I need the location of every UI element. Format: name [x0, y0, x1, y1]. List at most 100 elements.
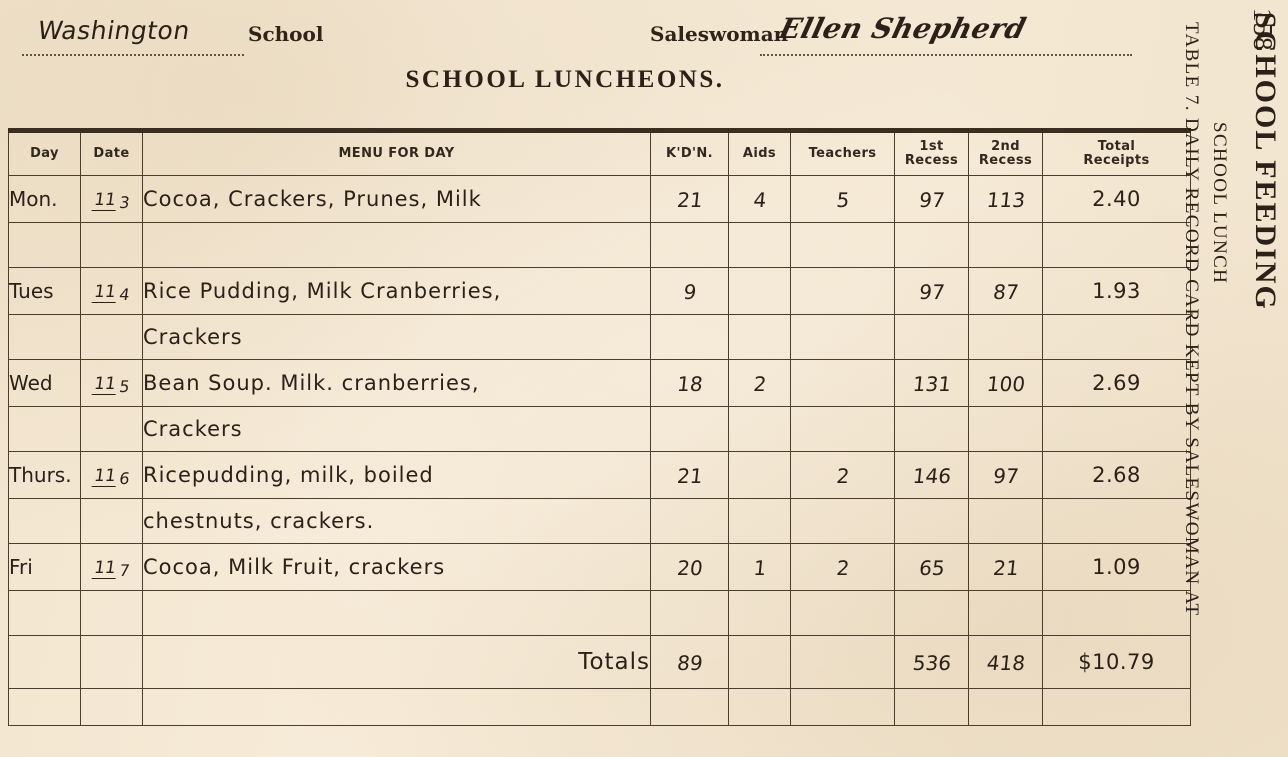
header-teachers: Teachers: [790, 128, 895, 176]
cell-kdn-cont: [650, 406, 729, 452]
cell-aids-cont: [728, 590, 791, 636]
cell-total-receipts: 2.40: [1042, 175, 1191, 223]
cell-teachers-cont: [790, 498, 895, 544]
table-row: Wed 115 Bean Soup. Milk. cranberries, 18…: [8, 359, 1191, 407]
table-row: Thurs. 116 Ricepudding, milk, boiled 21 …: [8, 451, 1191, 499]
date-fraction: 113: [91, 190, 132, 212]
totals-kdn: 89: [647, 635, 732, 689]
cell-teachers: 2: [788, 451, 897, 499]
totals-label: Totals: [142, 635, 651, 689]
cell-first-recess-cont: [894, 222, 969, 268]
cell-menu-cont: Crackers: [142, 406, 651, 452]
cell-aids: 4: [726, 175, 793, 223]
cell-teachers-cont: [790, 222, 895, 268]
cell-first-recess-cont: [894, 498, 969, 544]
cell-teachers: [788, 267, 897, 315]
cell-total-cont: [1042, 222, 1191, 268]
cell-first-recess-cont: [894, 406, 969, 452]
cell-menu-cont: chestnuts, crackers.: [142, 498, 651, 544]
table-row: Tues 114 Rice Pudding, Milk Cranberries,…: [8, 267, 1191, 315]
table-row-continuation: chestnuts, crackers.: [8, 498, 1191, 544]
cell-teachers: 2: [788, 543, 897, 591]
cell-date-cont: [80, 590, 143, 636]
cell-menu-cont: Crackers: [142, 314, 651, 360]
table-header-row: Day Date MENU FOR DAY K'D'N. Aids Teache…: [8, 128, 1191, 176]
cell-second-recess-trailing: [968, 688, 1043, 726]
cell-kdn: 18: [648, 359, 731, 407]
cell-first-recess: 65: [892, 543, 971, 591]
cell-first-recess: 146: [892, 451, 971, 499]
header-aids: Aids: [728, 128, 791, 176]
header-menu: MENU FOR DAY: [142, 128, 651, 176]
date-fraction: 114: [91, 282, 132, 304]
cell-menu-cont: [142, 222, 651, 268]
cell-aids-cont: [728, 406, 791, 452]
cell-aids: 1: [726, 543, 793, 591]
cell-kdn-cont: [650, 590, 729, 636]
cell-second-recess-cont: [968, 590, 1043, 636]
cell-date-cont: [80, 498, 143, 544]
cell-teachers-trailing: [790, 688, 895, 726]
date-fraction: 115: [91, 374, 132, 396]
totals-second-recess: 418: [965, 635, 1046, 689]
cell-aids-cont: [728, 314, 791, 360]
cell-date-cont: [80, 406, 143, 452]
cell-aids: [726, 267, 793, 315]
cell-menu-cont: [142, 590, 651, 636]
cell-day-cont: [8, 222, 81, 268]
cell-date-cont: [80, 222, 143, 268]
cell-total-receipts: 2.69: [1042, 359, 1191, 407]
cell-day-totals: [8, 635, 81, 689]
totals-total-receipts: $10.79: [1042, 635, 1191, 689]
cell-date: 115: [80, 359, 143, 407]
cell-date: 113: [80, 175, 143, 223]
cell-date: 117: [80, 543, 143, 591]
cell-total-receipts: 1.93: [1042, 267, 1191, 315]
cell-kdn-trailing: [650, 688, 729, 726]
cell-menu: Ricepudding, milk, boiled: [142, 451, 651, 499]
cell-kdn: 21: [648, 451, 731, 499]
header-kdn: K'D'N.: [650, 128, 729, 176]
cell-kdn-cont: [650, 222, 729, 268]
table-caption-line-2: SCHOOL LUNCH: [1209, 122, 1230, 285]
cell-day: Mon.: [8, 175, 81, 223]
cell-second-recess: 100: [966, 359, 1045, 407]
cell-kdn: 21: [648, 175, 731, 223]
cell-first-recess: 131: [892, 359, 971, 407]
cell-menu: Bean Soup. Milk. cranberries,: [142, 359, 651, 407]
cell-date-trailing: [80, 688, 143, 726]
cell-kdn-cont: [650, 498, 729, 544]
table-row-continuation: [8, 222, 1191, 268]
cell-day: Wed: [8, 359, 81, 407]
cell-day-trailing: [8, 688, 81, 726]
cell-day-cont: [8, 406, 81, 452]
cell-day: Tues: [8, 267, 81, 315]
cell-first-recess: 97: [892, 175, 971, 223]
cell-menu: Cocoa, Crackers, Prunes, Milk: [142, 175, 651, 223]
form-header: Washington School Saleswoman Ellen Sheph…: [20, 12, 1132, 56]
table-row-continuation: Crackers: [8, 406, 1191, 452]
saleswoman-label: Saleswoman: [650, 22, 789, 46]
cell-date-totals: [80, 635, 143, 689]
cell-second-recess-cont: [968, 498, 1043, 544]
cell-teachers-cont: [790, 590, 895, 636]
cell-total-trailing: [1042, 688, 1191, 726]
cell-aids-cont: [728, 498, 791, 544]
table-title: SCHOOL LUNCHEONS.: [405, 66, 725, 93]
cell-teachers: 5: [788, 175, 897, 223]
cell-first-recess-trailing: [894, 688, 969, 726]
cell-aids: [726, 451, 793, 499]
cell-menu-trailing: [142, 688, 651, 726]
cell-first-recess: 97: [892, 267, 971, 315]
cell-day: Fri: [8, 543, 81, 591]
school-label: School: [248, 22, 324, 46]
saleswoman-name-rule: [760, 54, 1132, 56]
table-row: Fri 117 Cocoa, Milk Fruit, crackers 20 1…: [8, 543, 1191, 591]
header-second-recess: 2nd Recess: [968, 128, 1043, 176]
cell-teachers-cont: [790, 406, 895, 452]
school-name-rule: [22, 54, 244, 56]
date-fraction: 117: [91, 558, 132, 580]
cell-day-cont: [8, 590, 81, 636]
table-row-continuation: [8, 590, 1191, 636]
